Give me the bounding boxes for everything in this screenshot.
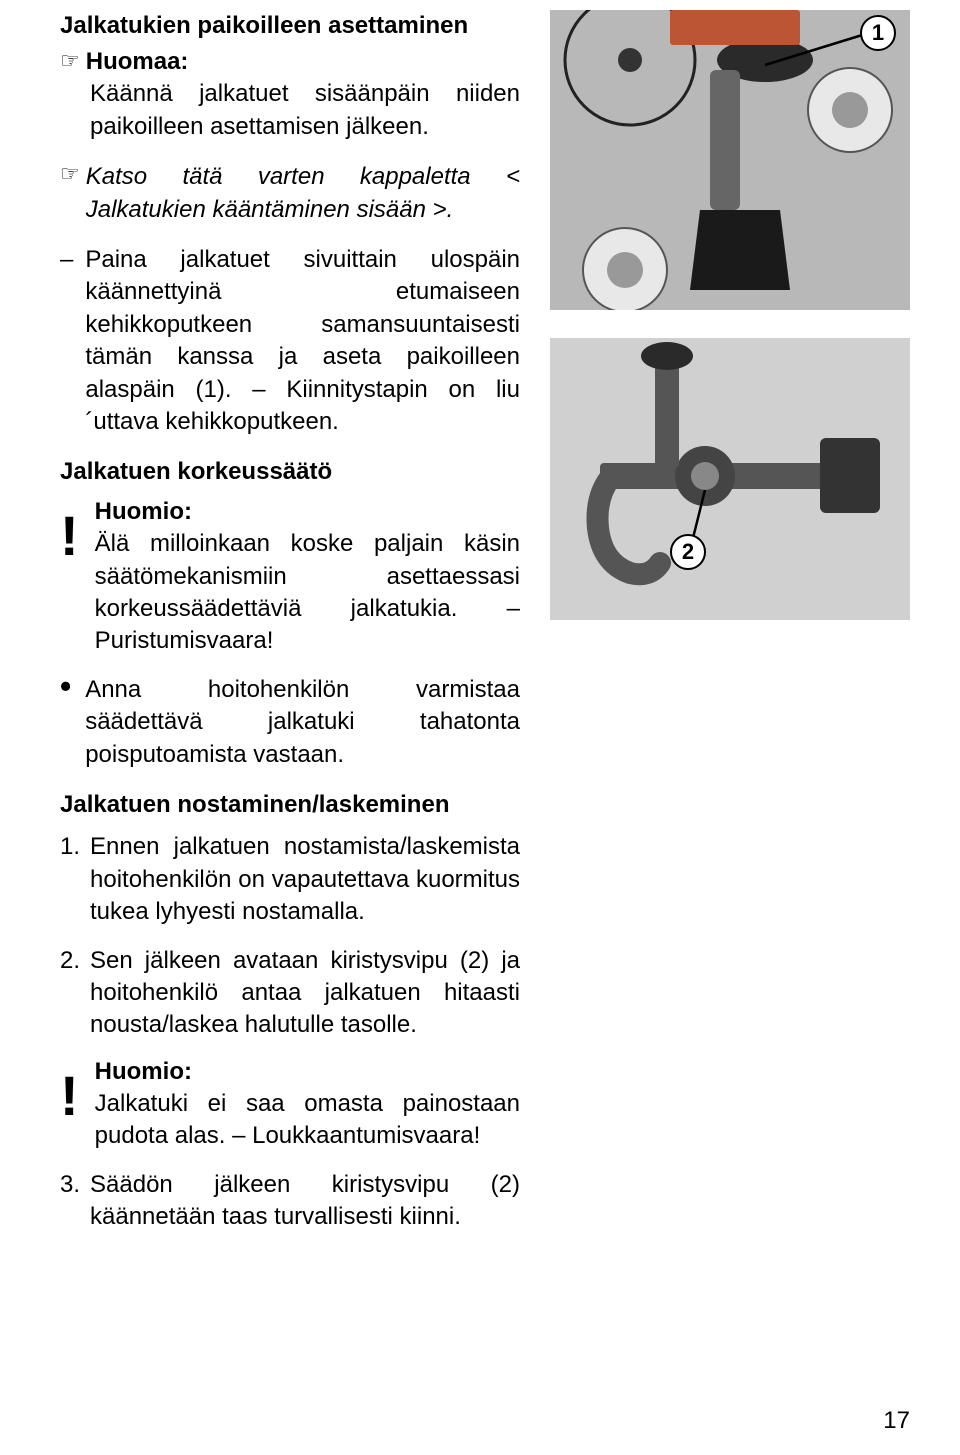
dash-text: Paina jalkatuet sivuittain ulospäin kään…	[85, 244, 520, 438]
warning-text: Jalkatuki ei saa omasta painostaan pudot…	[95, 1088, 520, 1153]
warning-label: Huomio:	[95, 1058, 520, 1086]
step-number: 3.	[60, 1169, 80, 1234]
figure-2: 2	[550, 338, 910, 620]
section-heading-install: Jalkatukien paikoilleen asettaminen	[60, 10, 520, 42]
step-2: 2. Sen jälkeen avataan kiristysvipu (2) …	[60, 945, 520, 1042]
step-number: 1.	[60, 831, 80, 928]
note-label: Huomaa:	[86, 48, 189, 76]
pointing-hand-icon: ☞	[60, 161, 80, 187]
reference-text: Katso tätä varten kappaletta < Jalkatuki…	[86, 161, 520, 226]
warning-block-2: ! Huomio: Jalkatuki ei saa omasta painos…	[60, 1058, 520, 1153]
step-1: 1. Ennen jalkatuen nostamista/laskemista…	[60, 831, 520, 928]
step-text: Sen jälkeen avataan kiristysvipu (2) ja …	[90, 945, 520, 1042]
step-text: Säädön jälkeen kiristysvipu (2) käännetä…	[90, 1169, 520, 1234]
step-number: 2.	[60, 945, 80, 1042]
callout-badge-2: 2	[670, 534, 706, 570]
figure-column: 1 2	[550, 10, 910, 1249]
wheelchair-footrest-illustration	[550, 10, 910, 310]
footrest-mechanism-illustration	[550, 338, 910, 620]
reference-block: ☞ Katso tätä varten kappaletta < Jalkatu…	[60, 161, 520, 226]
exclamation-icon: !	[60, 1068, 79, 1153]
callout-badge-1: 1	[860, 15, 896, 51]
warning-label: Huomio:	[95, 498, 520, 526]
warning-text: Älä milloinkaan koske paljain käsin säät…	[95, 528, 520, 658]
instruction-dash-item: – Paina jalkatuet sivuittain ulospäin kä…	[60, 244, 520, 438]
page-number: 17	[883, 1407, 910, 1435]
step-text: Ennen jalkatuen nostamista/laskemista ho…	[90, 831, 520, 928]
section-heading-height: Jalkatuen korkeussäätö	[60, 458, 520, 486]
warning-block-1: ! Huomio: Älä milloinkaan koske paljain …	[60, 498, 520, 658]
main-text-column: Jalkatukien paikoilleen asettaminen ☞ Hu…	[60, 10, 520, 1249]
section-heading-raise: Jalkatuen nostaminen/laskeminen	[60, 789, 520, 821]
dash-marker: –	[60, 244, 73, 438]
bullet-text: Anna hoitohenkilön varmistaa säädettävä …	[85, 674, 520, 771]
note-block: ☞ Huomaa:	[60, 48, 520, 76]
pointing-hand-icon: ☞	[60, 48, 80, 74]
bullet-item: • Anna hoitohenkilön varmistaa säädettäv…	[60, 674, 520, 771]
note-text: Käännä jalkatuet sisäänpäin niiden paiko…	[60, 78, 520, 143]
step-3: 3. Säädön jälkeen kiristysvipu (2) käänn…	[60, 1169, 520, 1234]
bullet-marker: •	[60, 674, 71, 771]
exclamation-icon: !	[60, 508, 79, 658]
figure-1: 1	[550, 10, 910, 310]
